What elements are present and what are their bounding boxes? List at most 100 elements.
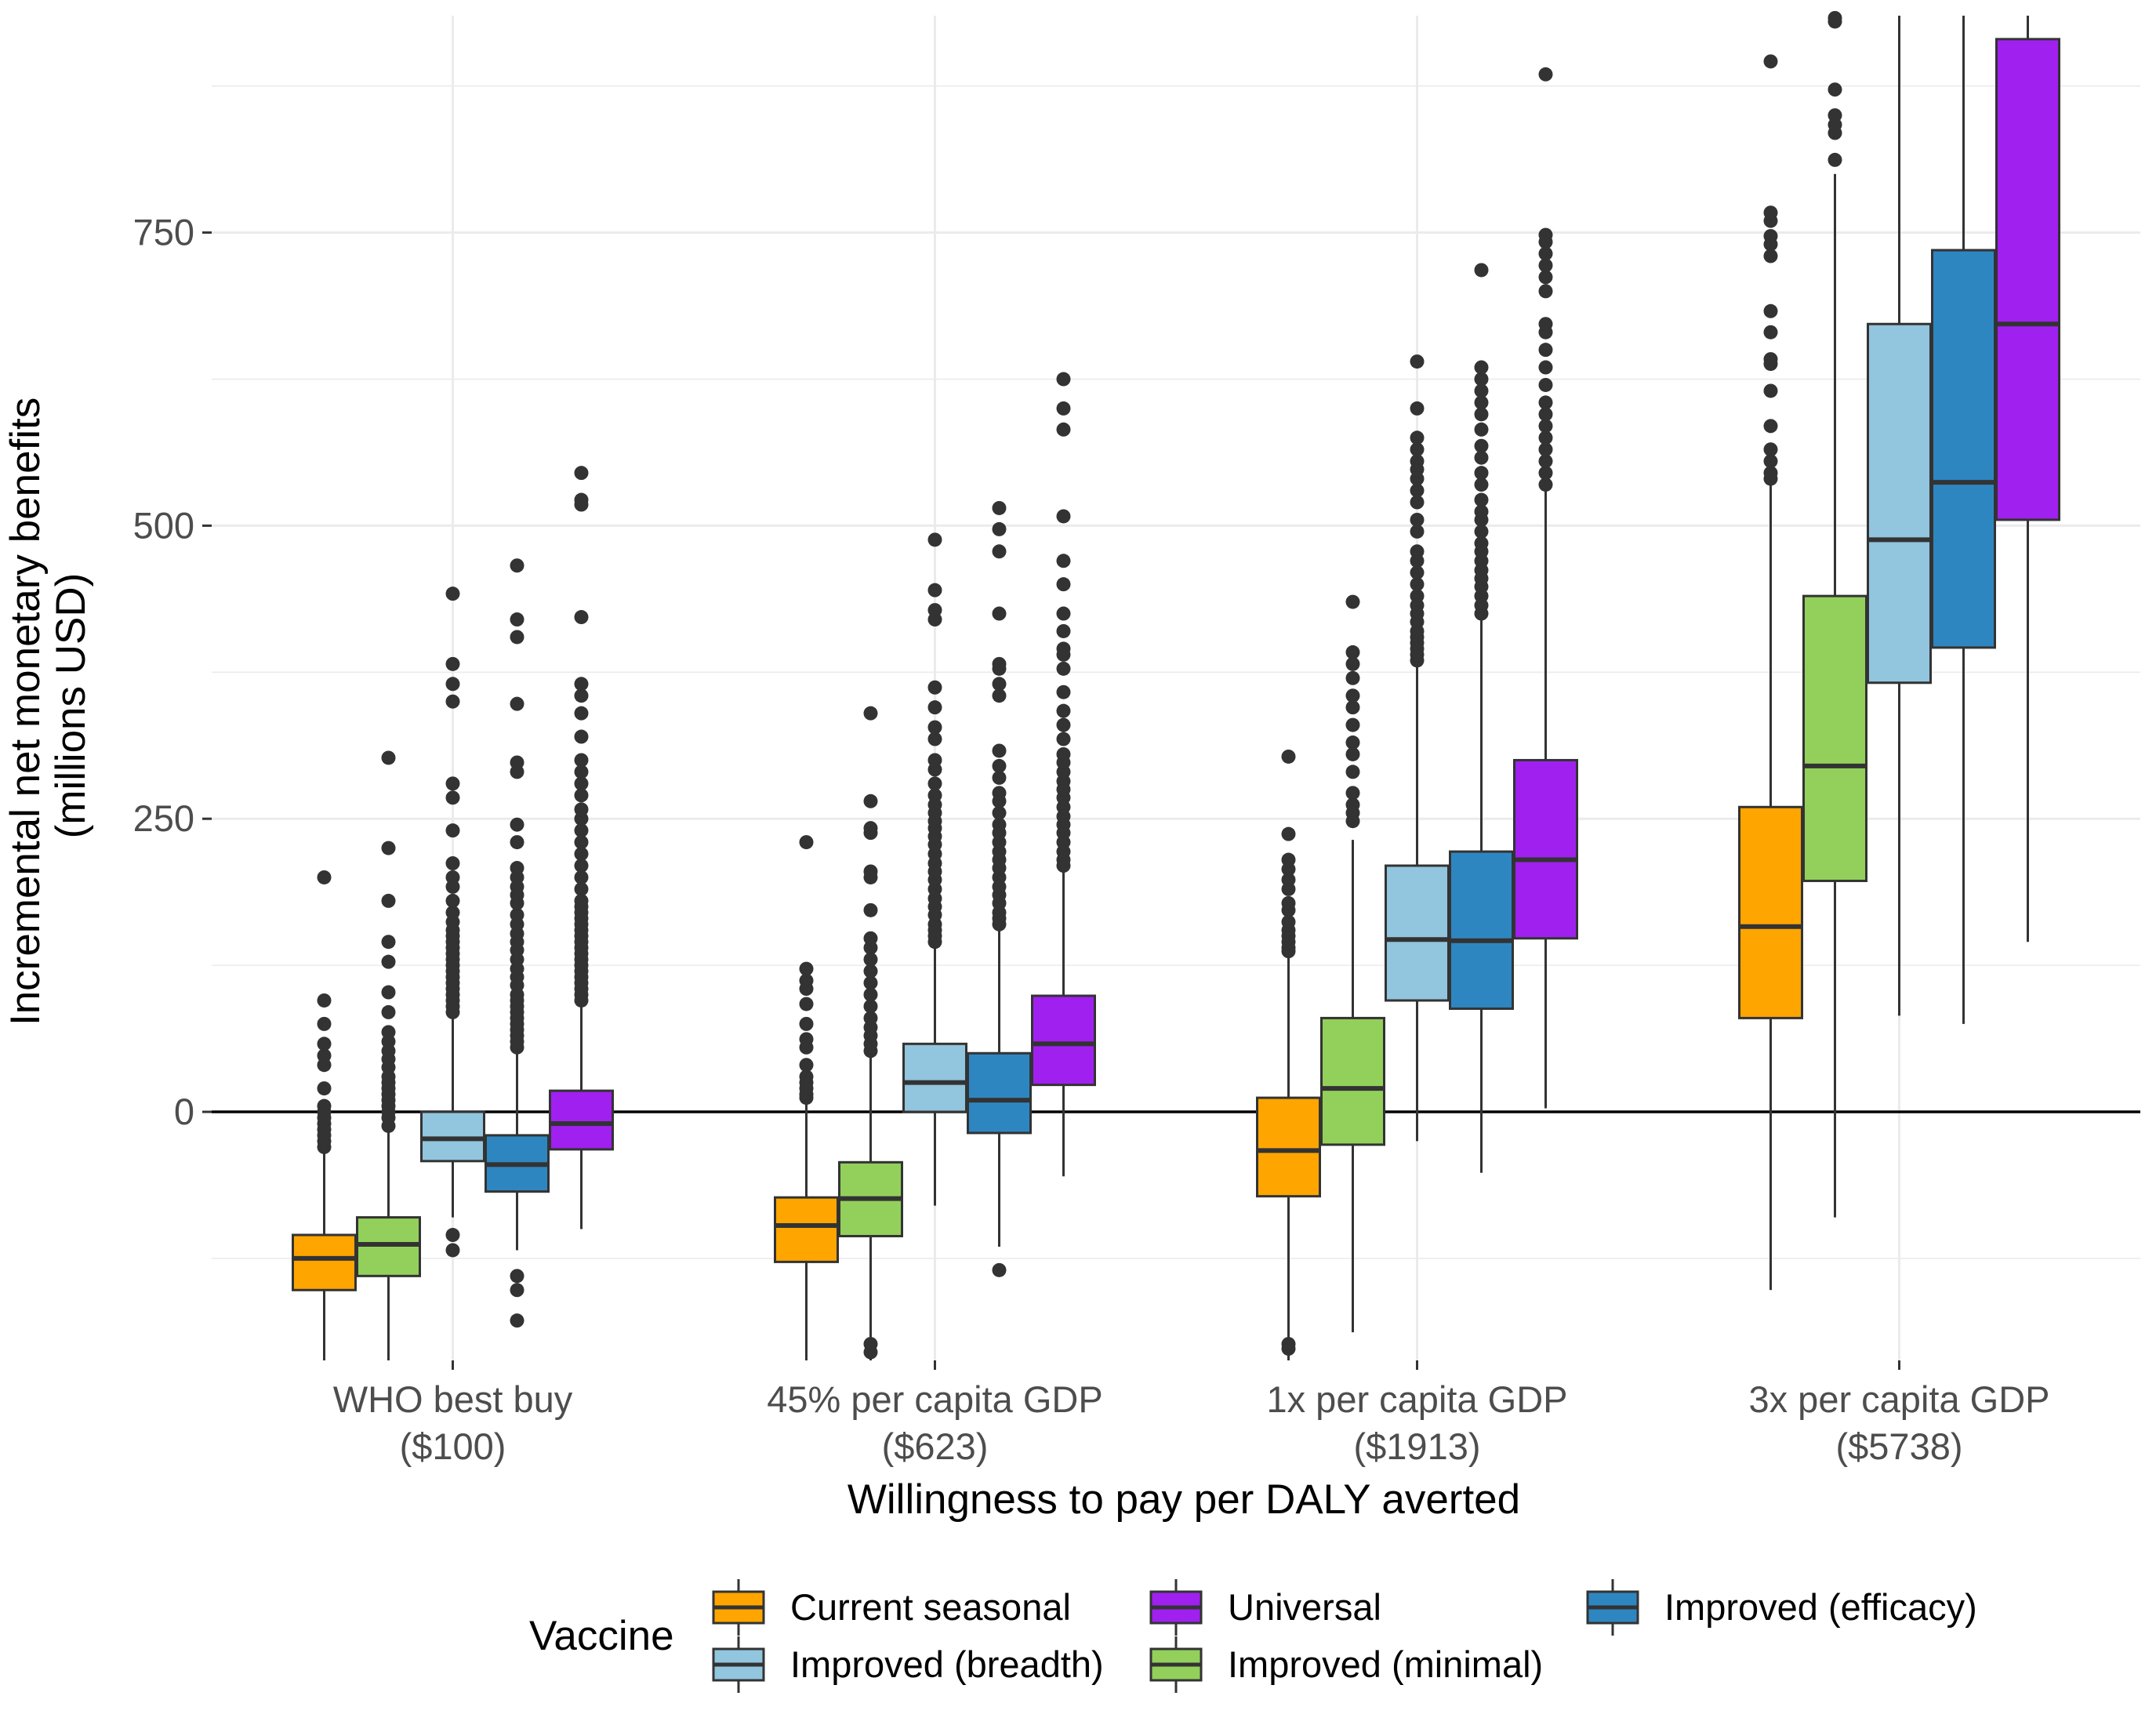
outlier-point [1538, 258, 1553, 273]
outlier-point [1281, 852, 1296, 867]
outlier-point [510, 755, 524, 770]
outlier-point [1474, 478, 1489, 492]
box-body [1320, 1016, 1385, 1146]
outlier-point [992, 521, 1007, 536]
outlier-point [1056, 703, 1071, 718]
outlier-point [863, 952, 878, 967]
outlier-point [445, 870, 460, 884]
outlier-point [1538, 478, 1553, 492]
outlier-point [1410, 495, 1425, 510]
outlier-point [1345, 735, 1360, 750]
outlier-point [510, 907, 524, 922]
outlier-point [1763, 303, 1778, 318]
outlier-point [863, 931, 878, 946]
outlier-point [1410, 483, 1425, 498]
outlier-point [445, 790, 460, 805]
outlier-point [1281, 749, 1296, 764]
outlier-point [445, 823, 460, 838]
outlier-point [1410, 401, 1425, 416]
outlier-point [574, 729, 589, 744]
box-body [1256, 1096, 1321, 1198]
outlier-point [1345, 645, 1360, 659]
outlier-point [1474, 422, 1489, 437]
outlier-point [992, 770, 1007, 785]
outlier-point [510, 696, 524, 711]
outlier-point [510, 861, 524, 876]
outlier-point [799, 1058, 814, 1073]
outlier-point [1345, 594, 1360, 609]
outlier-point [799, 997, 814, 1011]
outlier-point [381, 1004, 396, 1019]
outlier-point [1538, 270, 1553, 285]
y-axis-title-line-1: Incremental net monetary benefits [2, 398, 49, 1026]
outlier-point [574, 764, 589, 779]
x-tick-label-line: WHO best buy [333, 1378, 573, 1420]
outlier-point [445, 1243, 460, 1258]
outlier-point [1056, 606, 1071, 621]
outlier-point [799, 835, 814, 850]
box-body [967, 1051, 1032, 1135]
outlier-point [445, 856, 460, 871]
outlier-point [510, 630, 524, 645]
box-body [1802, 594, 1867, 882]
box [902, 532, 967, 1206]
outlier-point [992, 606, 1007, 621]
outlier-point [574, 847, 589, 862]
legend-item: Improved (breadth) [712, 1636, 1104, 1693]
outlier-point [927, 583, 942, 597]
outlier-point [1763, 442, 1778, 457]
outlier-point [1763, 383, 1778, 398]
outlier-point [317, 870, 332, 884]
box-body [549, 1089, 614, 1151]
outlier-point [927, 603, 942, 618]
outlier-point [1281, 872, 1296, 887]
legend-label: Improved (minimal) [1228, 1643, 1543, 1685]
outlier-point [445, 905, 460, 920]
series-improved-breadth [420, 16, 1932, 1258]
outlier-point [992, 758, 1007, 773]
outlier-point [927, 680, 942, 695]
outlier-point [927, 788, 942, 803]
outlier-point [1763, 229, 1778, 244]
outlier-point [1474, 492, 1489, 507]
outlier-point [1056, 422, 1071, 437]
x-tick-label-line: ($100) [400, 1425, 506, 1467]
box-body [902, 1042, 967, 1113]
outlier-point [1410, 565, 1425, 580]
outlier-point [445, 893, 460, 908]
outlier-point [381, 985, 396, 1000]
outlier-point [799, 973, 814, 988]
outlier-point [574, 859, 589, 873]
outlier-point [1474, 504, 1489, 519]
box [1320, 594, 1385, 1333]
outlier-point [1410, 544, 1425, 559]
outlier-point [992, 786, 1007, 801]
outlier-point [510, 612, 524, 627]
outlier-point [1410, 577, 1425, 592]
outlier-point [1763, 419, 1778, 434]
box [967, 500, 1032, 1277]
outlier-point [574, 776, 589, 791]
box [1738, 54, 1803, 1291]
series-current-seasonal [292, 54, 1803, 1360]
outlier-point [1056, 732, 1071, 746]
box-body [1513, 758, 1578, 940]
outlier-point [1538, 407, 1553, 422]
outlier-point [381, 935, 396, 950]
outlier-point [1474, 466, 1489, 481]
outlier-point [799, 1070, 814, 1084]
outlier-point [1056, 641, 1071, 656]
outlier-point [992, 743, 1007, 758]
box-series [292, 10, 2060, 1360]
outlier-point [863, 821, 878, 836]
outlier-point [1538, 419, 1553, 434]
outlier-point [863, 706, 878, 721]
outlier-point [1410, 442, 1425, 457]
outlier-point [927, 776, 942, 791]
box-body [1449, 850, 1514, 1010]
outlier-point [1538, 466, 1553, 481]
outlier-point [1474, 524, 1489, 539]
x-tick-label-line: ($5738) [1836, 1425, 1963, 1467]
outlier-point [1410, 512, 1425, 527]
outlier-point [445, 694, 460, 709]
